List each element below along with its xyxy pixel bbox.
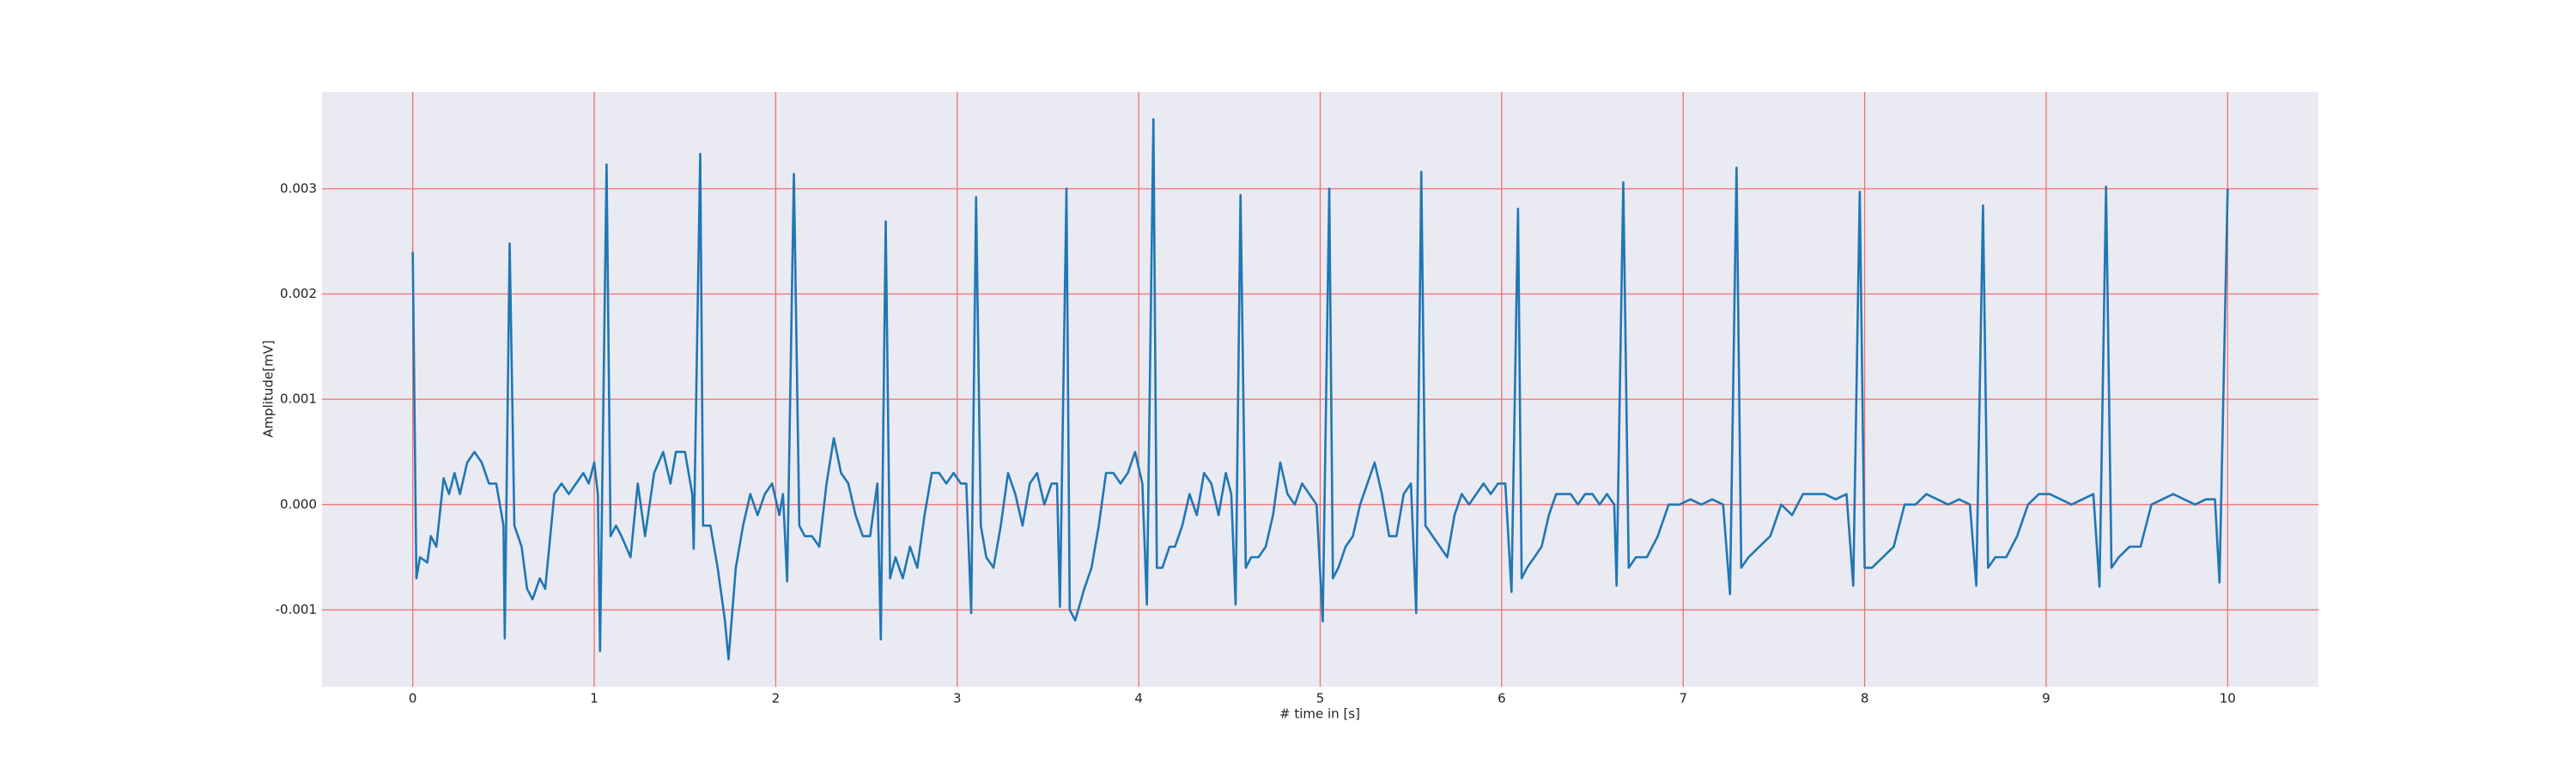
x-axis-label: # time in [s] bbox=[1279, 706, 1360, 722]
y-tick-label: 0.002 bbox=[280, 286, 317, 301]
x-tick-label: 6 bbox=[1498, 691, 1506, 706]
x-tick-label: 9 bbox=[2042, 691, 2050, 706]
x-tick-label: 10 bbox=[2220, 691, 2236, 706]
x-tick-label: 4 bbox=[1134, 691, 1143, 706]
x-tick-label: 1 bbox=[590, 691, 598, 706]
y-tick-label: -0.001 bbox=[276, 602, 317, 617]
x-tick-label: 0 bbox=[409, 691, 417, 706]
y-tick-label: 0.003 bbox=[280, 180, 317, 196]
x-tick-label: 3 bbox=[953, 691, 962, 706]
y-tick-label: 0.000 bbox=[280, 496, 317, 512]
x-tick-label: 7 bbox=[1679, 691, 1687, 706]
y-axis-label: Amplitude[mV] bbox=[261, 340, 276, 437]
x-tick-label: 5 bbox=[1316, 691, 1325, 706]
y-tick-label: 0.001 bbox=[280, 391, 317, 407]
x-tick-label: 8 bbox=[1861, 691, 1869, 706]
x-tick-label: 2 bbox=[772, 691, 781, 706]
signal-line bbox=[411, 118, 2229, 661]
